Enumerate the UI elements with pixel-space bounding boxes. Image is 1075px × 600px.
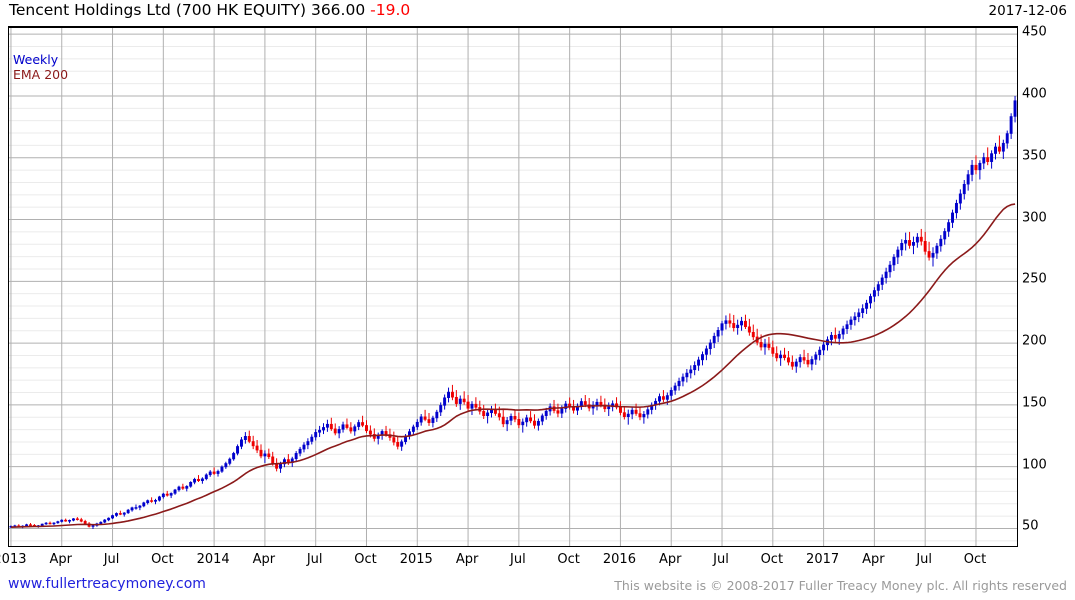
x-axis-tick-oct-11: Oct — [557, 552, 580, 567]
legend-item-ema200: EMA 200 — [13, 67, 69, 82]
x-axis-tick-jul-2: Jul — [103, 552, 120, 567]
x-axis-tick-oct-15: Oct — [760, 552, 784, 567]
y-axis-tick-250: 250 — [1022, 271, 1047, 287]
x-axis-tick-oct-3: Oct — [151, 552, 174, 567]
x-axis-tick-jul-6: Jul — [306, 552, 323, 567]
y-axis-tick-350: 350 — [1022, 148, 1047, 164]
site-url-link[interactable]: www.fullertreacymoney.com — [8, 576, 206, 592]
x-axis-tick-apr-1: Apr — [49, 552, 72, 567]
last-price: 366.00 — [310, 1, 366, 19]
y-axis-tick-300: 300 — [1022, 210, 1047, 226]
y-axis-tick-50: 50 — [1022, 518, 1039, 534]
price-change: -19.0 — [370, 1, 411, 19]
y-axis-tick-400: 400 — [1022, 86, 1047, 102]
y-axis-tick-100: 100 — [1022, 457, 1047, 473]
x-axis-tick-apr-9: Apr — [455, 552, 479, 567]
y-axis-tick-200: 200 — [1022, 333, 1047, 349]
x-axis-tick-2016-12: 2016 — [602, 552, 636, 567]
x-axis-tick-jul-10: Jul — [510, 552, 526, 567]
x-axis-tick-jul-14: Jul — [713, 552, 729, 567]
x-axis-labels: 2013 Apr Jul Oct 2014 Apr Jul Oct 2015 Apr Jul Oct 2… — [0, 552, 1075, 574]
x-axis-tick-apr-17: Apr — [862, 552, 885, 567]
chart-legend: Weekly EMA 200 — [13, 52, 68, 82]
plot-canvas[interactable] — [8, 26, 1018, 547]
price-chart-svg — [9, 28, 1017, 546]
chart-area: Weekly EMA 200 — [0, 24, 1075, 552]
x-axis-tick-2017-16: 2017 — [806, 552, 840, 567]
x-axis-tick-apr-13: Apr — [658, 552, 682, 567]
x-axis-tick-2015-8: 2015 — [399, 552, 433, 567]
y-axis-tick-450: 450 — [1022, 24, 1047, 40]
chart-footer: www.fullertreacymoney.com This website i… — [0, 576, 1075, 600]
x-axis-tick-2013-0: 2013 — [0, 552, 27, 567]
quote-date: 2017-12-06 — [988, 3, 1067, 19]
instrument-title: Tencent Holdings Ltd (700 HK EQUITY) — [9, 1, 311, 19]
legend-item-weekly: Weekly — [13, 52, 59, 67]
copyright-text: This website is © 2008-2017 Fuller Treac… — [614, 578, 1067, 593]
x-axis-tick-oct-19: Oct — [963, 552, 987, 567]
x-axis-tick-apr-5: Apr — [252, 552, 276, 567]
page-title: Tencent Holdings Ltd (700 HK EQUITY) 366… — [9, 1, 410, 19]
y-axis-labels: 50 100 150 200 250 300 350 400 450 — [1022, 24, 1072, 552]
y-axis-tick-150: 150 — [1022, 395, 1047, 411]
x-axis-tick-oct-7: Oct — [354, 552, 377, 567]
chart-header: Tencent Holdings Ltd (700 HK EQUITY) 366… — [0, 0, 1075, 24]
x-axis-tick-jul-18: Jul — [916, 552, 933, 567]
x-axis-tick-2014-4: 2014 — [196, 552, 230, 567]
